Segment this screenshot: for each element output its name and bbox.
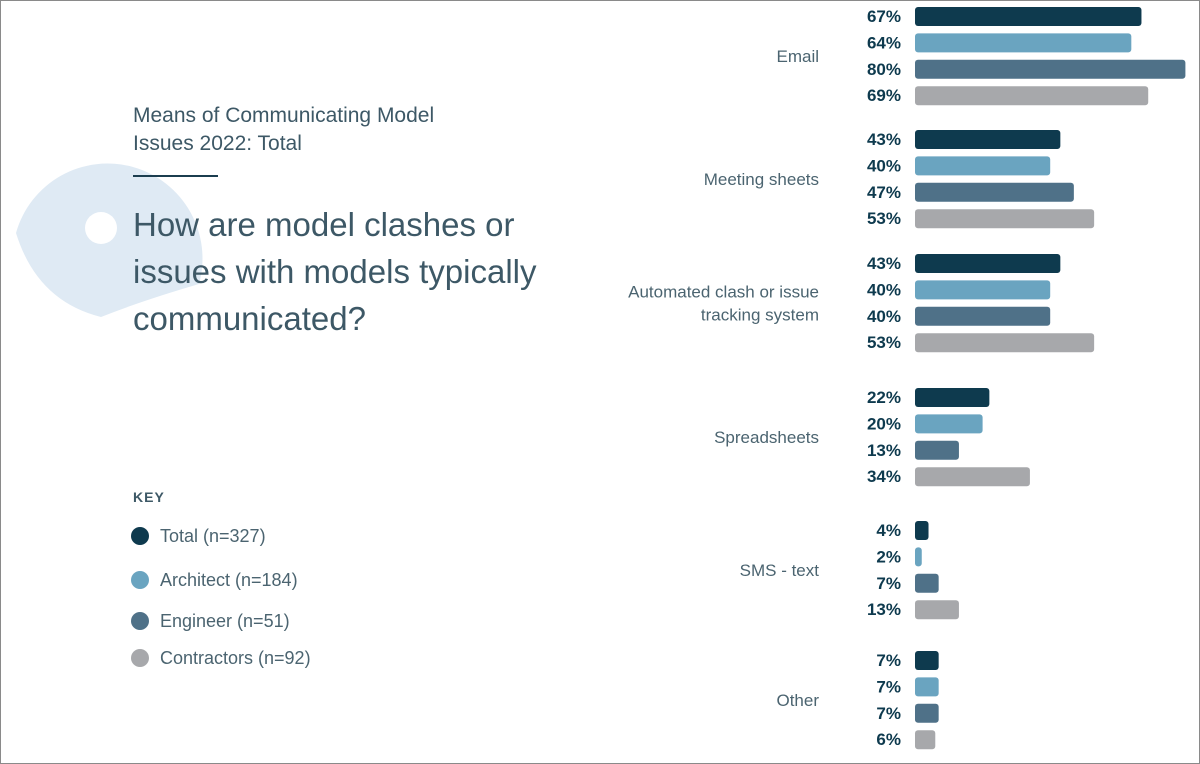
legend-label-engineer: Engineer (n=51): [160, 610, 290, 631]
chart-subtitle: Means of Communicating Model Issues 2022…: [133, 104, 435, 155]
quote-bubble-decoration: [16, 163, 203, 317]
bar-email-1: [915, 7, 1142, 26]
category-label-automated-clash-or-issue-tracking-system: tracking system: [701, 306, 819, 325]
data-label-other-2: 7%: [876, 677, 901, 696]
legend-title: KEY: [133, 489, 165, 505]
legend-item-engineer: Engineer (n=51): [131, 609, 290, 633]
bar-other-1: [915, 651, 939, 670]
bar-email-4: [915, 86, 1149, 106]
data-label-meeting-sheets-2: 40%: [867, 156, 901, 175]
bar-other-4: [915, 730, 936, 750]
bar-spreadsheets-1: [915, 388, 990, 407]
data-label-automated-clash-or-issue-tracking-system-4: 53%: [867, 333, 901, 352]
bar-spreadsheets-2: [915, 414, 983, 434]
category-label-meeting-sheets: Meeting sheets: [704, 170, 819, 189]
legend-label-architect: Architect (n=184): [160, 569, 298, 590]
data-label-meeting-sheets-1: 43%: [867, 130, 901, 149]
data-label-email-1: 67%: [867, 7, 901, 26]
data-label-other-1: 7%: [876, 651, 901, 670]
bar-other-2: [915, 677, 939, 697]
bar-sms-text-2: [915, 547, 922, 567]
data-label-email-2: 64%: [867, 33, 901, 52]
bar-email-3: [915, 59, 1186, 79]
data-label-automated-clash-or-issue-tracking-system-3: 40%: [867, 307, 901, 326]
legend-dot-engineer: [131, 612, 149, 630]
title-divider: [133, 175, 218, 177]
data-label-sms-text-3: 7%: [876, 574, 901, 593]
data-label-meeting-sheets-3: 47%: [867, 183, 901, 202]
bar-sms-text-4: [915, 600, 959, 620]
bar-meeting-sheets-3: [915, 182, 1074, 202]
data-label-sms-text-1: 4%: [876, 521, 901, 540]
data-label-other-4: 6%: [876, 730, 901, 749]
category-label-email: Email: [776, 47, 819, 66]
legend-dot-architect: [131, 571, 149, 589]
legend-item-architect: Architect (n=184): [131, 568, 298, 592]
legend-dot-contractors: [131, 649, 149, 667]
category-label-other: Other: [776, 691, 819, 710]
data-label-automated-clash-or-issue-tracking-system-1: 43%: [867, 254, 901, 273]
bar-spreadsheets-3: [915, 440, 959, 460]
data-label-sms-text-2: 2%: [876, 547, 901, 566]
legend-item-contractors: Contractors (n=92): [131, 646, 311, 670]
data-label-automated-clash-or-issue-tracking-system-2: 40%: [867, 280, 901, 299]
data-label-email-3: 80%: [867, 60, 901, 79]
bar-spreadsheets-4: [915, 467, 1030, 487]
category-label-automated-clash-or-issue-tracking-system: Automated clash or issue: [628, 283, 819, 302]
bar-meeting-sheets-2: [915, 156, 1051, 176]
data-label-meeting-sheets-4: 53%: [867, 209, 901, 228]
bar-automated-clash-or-issue-tracking-system-2: [915, 280, 1051, 300]
legend-label-total: Total (n=327): [160, 525, 266, 546]
data-label-email-4: 69%: [867, 86, 901, 105]
bar-other-3: [915, 703, 939, 723]
bar-automated-clash-or-issue-tracking-system-1: [915, 254, 1061, 273]
category-label-spreadsheets: Spreadsheets: [714, 428, 819, 447]
bar-sms-text-3: [915, 573, 939, 593]
bar-meeting-sheets-4: [915, 209, 1095, 229]
bar-sms-text-1: [915, 521, 929, 540]
legend-label-contractors: Contractors (n=92): [160, 647, 311, 668]
data-label-spreadsheets-2: 20%: [867, 414, 901, 433]
legend-dot-total: [131, 527, 149, 545]
data-label-sms-text-4: 13%: [867, 600, 901, 619]
bar-meeting-sheets-1: [915, 130, 1061, 149]
data-label-other-3: 7%: [876, 704, 901, 723]
bar-automated-clash-or-issue-tracking-system-4: [915, 333, 1095, 353]
data-label-spreadsheets-1: 22%: [867, 388, 901, 407]
chart-question: How are model clashes or issues with mod…: [133, 206, 537, 337]
legend-item-total: Total (n=327): [131, 524, 266, 548]
data-label-spreadsheets-3: 13%: [867, 441, 901, 460]
bar-automated-clash-or-issue-tracking-system-3: [915, 306, 1051, 326]
data-label-spreadsheets-4: 34%: [867, 467, 901, 486]
bar-email-2: [915, 33, 1132, 53]
category-label-sms-text: SMS - text: [740, 561, 820, 580]
